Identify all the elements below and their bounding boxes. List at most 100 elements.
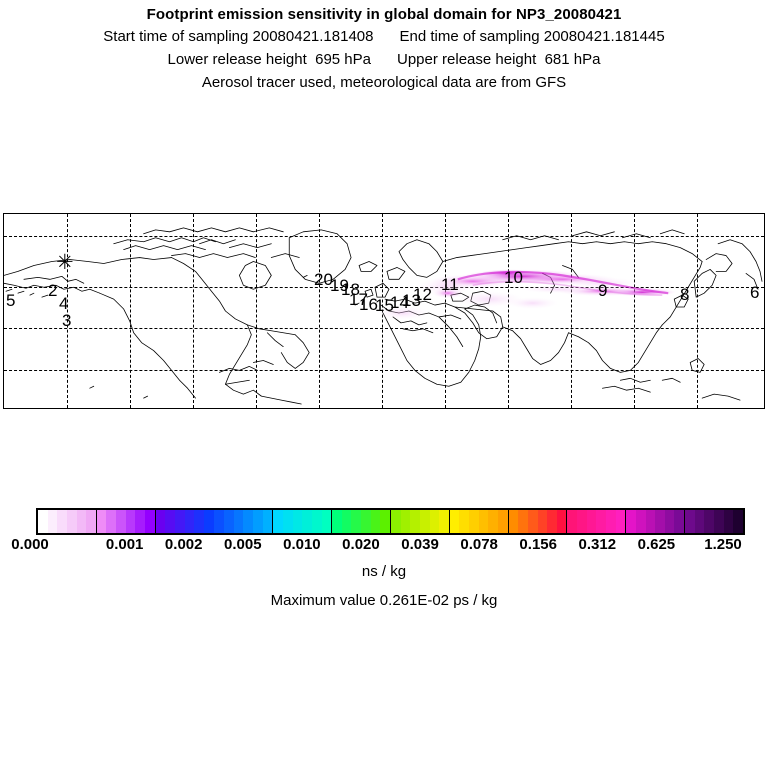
colorbar-step — [351, 510, 362, 533]
colorbar-step — [733, 510, 743, 533]
trajectory-label: 14 — [390, 293, 409, 312]
colorbar-step — [527, 510, 538, 533]
colorbar-step — [714, 510, 724, 533]
trajectory-label: 15 — [375, 296, 394, 315]
colorbar-step — [586, 510, 597, 533]
colorbar-step — [508, 510, 519, 533]
colorbar-step — [66, 510, 77, 533]
colorbar-step — [429, 510, 440, 533]
colorbar-segment — [508, 510, 568, 533]
start-time-label: Start time of sampling 20080421.181408 — [103, 28, 374, 45]
colorbar-segment — [685, 510, 743, 533]
colorbar-step — [390, 510, 401, 533]
colorbar-step — [145, 510, 155, 533]
release-height-row: Lower release height 695 hPa Upper releas… — [0, 48, 768, 71]
colorbar-step — [214, 510, 225, 533]
upper-release-height-label: Upper release height 681 hPa — [397, 51, 601, 68]
trajectory-label: 11 — [441, 275, 459, 294]
trajectory-label: 3 — [62, 311, 72, 330]
sampling-times-row: Start time of sampling 20080421.181408 En… — [0, 25, 768, 48]
trajectory-label: 4 — [59, 294, 69, 313]
colorbar-step — [253, 510, 263, 533]
colorbar-step — [174, 510, 185, 533]
colorbar-step — [537, 510, 548, 533]
colorbar-tick-labels: 0.000 0.001 0.002 0.005 0.010 0.020 0.039 0.078… — [0, 536, 768, 556]
trajectory-label: 12 — [413, 285, 432, 304]
trajectory-label: 20 — [314, 270, 333, 289]
map-canvas: ✳ 5 4 3 2 20 19 18 17 16 15 14 13 12 11 … — [4, 214, 764, 408]
colorbar-step — [361, 510, 371, 533]
colorbar-step — [478, 510, 489, 533]
colorbar-step — [694, 510, 705, 533]
colorbar-step — [321, 510, 332, 533]
colorbar-step — [273, 510, 283, 533]
colorbar-step — [370, 510, 381, 533]
colorbar-step — [469, 510, 479, 533]
colorbar-segment — [214, 510, 274, 533]
header-block: Footprint emission sensitivity in global… — [0, 0, 768, 94]
gridline-latitude — [4, 236, 764, 237]
colorbar-step — [311, 510, 322, 533]
colorbar-step — [615, 510, 626, 533]
trajectory-label: 5 — [6, 291, 16, 310]
colorbar-step — [155, 510, 166, 533]
colorbar-step — [419, 510, 430, 533]
colorbar-segment — [332, 510, 391, 533]
colorbar-segment — [96, 510, 156, 533]
colorbar-step — [518, 510, 528, 533]
colorbar-tick-label: 0.156 — [519, 536, 557, 553]
colorbar-step — [685, 510, 695, 533]
colorbar-tick-label: 0.005 — [224, 536, 262, 553]
gridline-latitude — [4, 328, 764, 329]
trajectory-label: 19 — [330, 276, 349, 295]
colorbar-step — [645, 510, 656, 533]
colorbar-tick-label: 0.020 — [342, 536, 380, 553]
tracer-meteo-label: Aerosol tracer used, meteorological data… — [201, 74, 567, 91]
colorbar-segment — [567, 510, 627, 533]
colorbar-step — [135, 510, 146, 533]
gridline-longitude — [508, 214, 509, 408]
gridline-longitude — [193, 214, 194, 408]
colorbar-step — [410, 510, 420, 533]
colorbar-step — [57, 510, 67, 533]
colorbar-tick-label: 1.250 — [704, 536, 742, 553]
colorbar-step — [606, 510, 616, 533]
lower-release-height-label: Lower release height 695 hPa — [167, 51, 371, 68]
colorbar-step — [38, 510, 48, 533]
colorbar-step — [106, 510, 117, 533]
colorbar-step — [47, 510, 58, 533]
colorbar-tick-label: 0.039 — [401, 536, 439, 553]
colorbar-segment — [390, 510, 450, 533]
coastline-layer — [4, 227, 763, 405]
colorbar-step — [596, 510, 607, 533]
colorbar-segment — [38, 510, 97, 533]
gridline-latitude — [4, 370, 764, 371]
trajectory-label: 16 — [359, 295, 378, 314]
colorbar-tick-label: 0.001 — [105, 536, 144, 553]
gridline-longitude — [634, 214, 635, 408]
colorbar-step — [302, 510, 312, 533]
colorbar-step — [203, 510, 214, 533]
colorbar-tick-label: 0.625 — [637, 536, 676, 553]
colorbar-segment — [273, 510, 333, 533]
colorbar-step — [332, 510, 342, 533]
colorbar-step — [577, 510, 587, 533]
colorbar-step — [449, 510, 460, 533]
gridline-longitude — [319, 214, 320, 408]
colorbar-step — [547, 510, 557, 533]
colorbar-tick-label: 0.002 — [164, 536, 203, 553]
colorbar-step — [439, 510, 449, 533]
colorbar-step — [341, 510, 352, 533]
maximum-value-label: Maximum value 0.261E-02 ps / kg — [270, 592, 498, 609]
trajectory-label: 2 — [48, 281, 58, 300]
colorbar-step — [243, 510, 254, 533]
colorbar-step — [704, 510, 715, 533]
colorbar-step — [498, 510, 508, 533]
colorbar-units-label: ns / kg — [361, 563, 407, 580]
trajectory-label: 8 — [680, 285, 690, 304]
colorbar-tick-label: 0.000 — [11, 536, 49, 553]
colorbar-step — [86, 510, 96, 533]
colorbar-tick-label: 0.078 — [460, 536, 498, 553]
map-panel: ✳ 5 4 3 2 20 19 18 17 16 15 14 13 12 11 … — [3, 213, 765, 409]
colorbar — [36, 508, 745, 535]
